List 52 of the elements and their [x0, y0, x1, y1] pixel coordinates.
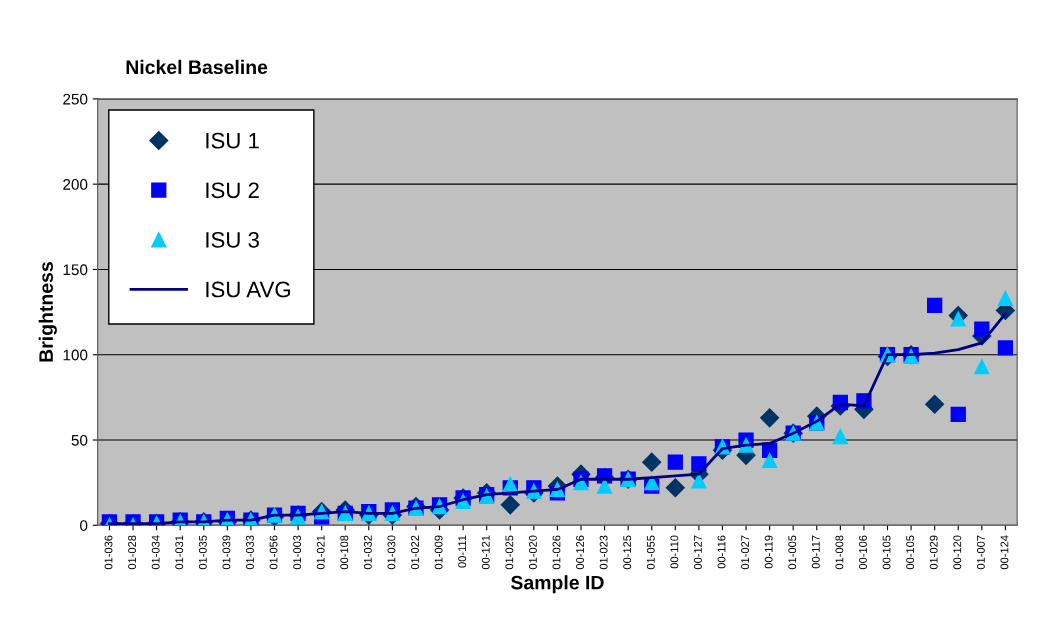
- x-tick-label: 01-032: [363, 535, 372, 570]
- x-tick-label: 00-108: [340, 535, 349, 570]
- x-tick-label: 01-021: [316, 535, 325, 570]
- x-tick-label: 00-116: [717, 535, 726, 569]
- legend-label: ISU 2: [206, 182, 259, 199]
- legend-label: ISU AVG: [206, 281, 290, 298]
- legend-label: ISU 1: [206, 132, 259, 149]
- x-axis-title: Sample ID: [510, 575, 604, 594]
- x-tick-label: 01-025: [505, 535, 514, 570]
- x-tick-label: 01-020: [528, 535, 537, 570]
- x-tick-label: 00-127: [694, 535, 702, 570]
- y-tick-label: 150: [63, 264, 88, 276]
- x-tick-label: 01-023: [599, 535, 608, 570]
- y-axis-title: Brightness: [38, 262, 57, 362]
- x-tick-label: 00-105: [906, 535, 915, 570]
- x-tick-label: 00-105: [882, 535, 891, 570]
- x-tick-label: 01-030: [387, 535, 396, 570]
- y-tick-label: 0: [80, 520, 88, 531]
- x-tick-label: 01-035: [198, 535, 207, 570]
- x-tick-label: 01-055: [646, 535, 655, 570]
- x-tick-label: 01-008: [835, 535, 844, 570]
- x-tick-label: 01-022: [411, 535, 419, 570]
- x-tick-label: 01-027: [741, 535, 750, 570]
- x-tick-label: 00-119: [764, 535, 773, 569]
- x-tick-label: 00-111: [458, 535, 467, 568]
- y-tick-label: 100: [63, 349, 88, 361]
- legend-label: ISU 3: [206, 232, 259, 248]
- x-tick-label: 00-117: [811, 535, 820, 569]
- x-tick-label: 01-007: [976, 535, 985, 570]
- x-tick-label: 01-031: [175, 535, 184, 570]
- x-tick-label: 01-029: [929, 535, 938, 570]
- x-tick-label: 00-121: [481, 535, 490, 570]
- x-tick-label: 01-034: [151, 535, 160, 570]
- x-tick-label: 00-124: [1000, 535, 1009, 570]
- x-tick-label: 01-026: [552, 535, 561, 570]
- x-tick-label: 01-039: [222, 535, 231, 570]
- x-tick-label: 00-126: [576, 535, 584, 570]
- y-tick-label: 50: [71, 434, 88, 446]
- x-tick-label: 01-036: [104, 535, 113, 570]
- x-tick-label: 00-120: [953, 535, 962, 570]
- x-tick-label: 00-106: [859, 535, 867, 570]
- x-tick-label: 01-003: [293, 535, 302, 570]
- chart-title: Nickel Baseline: [126, 59, 268, 75]
- x-tick-label: 00-110: [670, 535, 679, 569]
- x-tick-label: 01-033: [246, 535, 254, 570]
- x-tick-label: 01-009: [434, 535, 443, 570]
- y-tick-label: 250: [63, 93, 88, 105]
- x-tick-label: 01-005: [788, 535, 797, 570]
- x-tick-label: 01-028: [128, 535, 137, 570]
- x-tick-label: 00-125: [623, 535, 632, 570]
- x-tick-label: 01-056: [269, 535, 278, 570]
- y-tick-label: 200: [63, 179, 88, 190]
